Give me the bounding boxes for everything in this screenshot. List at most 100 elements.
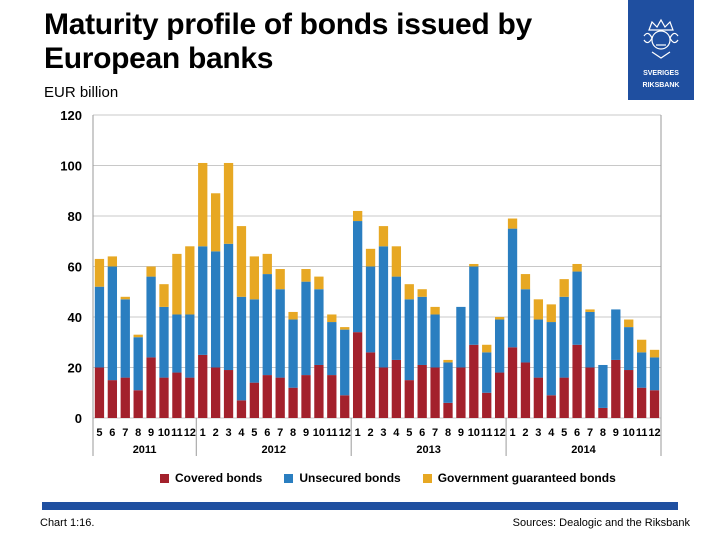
bar-covered xyxy=(520,362,531,418)
bar-covered xyxy=(443,402,453,418)
month-tick-label: 12 xyxy=(339,427,351,439)
bar-unsecured xyxy=(611,309,621,360)
bar-unsecured xyxy=(494,319,505,373)
bar-covered xyxy=(236,400,247,418)
bar-guaranteed xyxy=(430,306,440,315)
month-tick-label: 3 xyxy=(535,427,541,439)
bar-guaranteed xyxy=(146,266,156,277)
bar-covered xyxy=(585,367,595,418)
bar-guaranteed xyxy=(546,304,556,323)
bar-covered xyxy=(572,344,582,418)
bar-covered xyxy=(469,344,479,418)
bar-guaranteed xyxy=(94,258,105,287)
bar-covered xyxy=(249,382,260,418)
bar-unsecured xyxy=(404,299,414,381)
bar-covered xyxy=(159,377,169,418)
bar-unsecured xyxy=(507,228,518,348)
y-tick-label: 40 xyxy=(68,310,82,325)
bar-unsecured xyxy=(546,322,556,396)
bar-guaranteed xyxy=(378,226,389,247)
bar-covered xyxy=(172,372,182,418)
bar-unsecured xyxy=(159,306,169,378)
bar-unsecured xyxy=(275,289,285,378)
footer-divider xyxy=(42,502,678,510)
bar-guaranteed xyxy=(223,162,234,244)
bar-covered xyxy=(456,367,466,418)
bar-unsecured xyxy=(210,251,221,368)
month-tick-label: 8 xyxy=(445,427,451,439)
bar-guaranteed xyxy=(327,314,337,323)
logo-text-top: SVERIGES xyxy=(643,70,679,77)
bar-covered xyxy=(482,392,492,418)
bar-covered xyxy=(262,375,272,418)
bar-unsecured xyxy=(572,271,582,345)
bar-covered xyxy=(533,377,544,418)
legend-swatch-covered xyxy=(160,473,169,483)
bar-unsecured xyxy=(443,362,453,403)
bar-unsecured xyxy=(340,329,350,396)
bar-covered xyxy=(94,367,105,418)
year-label: 2014 xyxy=(571,444,596,456)
year-label: 2013 xyxy=(416,444,440,456)
bar-covered xyxy=(624,370,634,418)
bar-unsecured xyxy=(649,357,660,391)
legend-label-unsecured: Unsecured bonds xyxy=(299,471,401,485)
bar-unsecured xyxy=(288,319,298,388)
bar-guaranteed xyxy=(172,253,182,315)
bar-covered xyxy=(636,387,647,418)
bar-covered xyxy=(120,377,130,418)
bar-unsecured xyxy=(107,266,118,381)
bar-guaranteed xyxy=(159,284,169,307)
month-tick-label: 5 xyxy=(96,427,102,439)
logo-text-bottom: RIKSBANK xyxy=(643,82,680,89)
bar-guaranteed xyxy=(507,218,518,229)
month-tick-label: 9 xyxy=(148,427,154,439)
bar-guaranteed xyxy=(559,279,569,297)
legend-item-guaranteed: Government guaranteed bonds xyxy=(422,471,616,485)
bar-guaranteed xyxy=(301,269,311,282)
legend-label-covered: Covered bonds xyxy=(175,471,263,485)
month-tick-label: 4 xyxy=(238,427,245,439)
legend-swatch-unsecured xyxy=(284,473,294,483)
bar-guaranteed xyxy=(636,339,647,353)
bar-covered xyxy=(107,380,118,418)
month-tick-label: 12 xyxy=(648,427,660,439)
bar-guaranteed xyxy=(365,248,376,267)
bar-unsecured xyxy=(598,364,608,408)
bar-covered xyxy=(340,395,350,418)
bar-guaranteed xyxy=(288,311,298,320)
month-tick-label: 12 xyxy=(494,427,506,439)
bar-guaranteed xyxy=(443,359,453,363)
month-tick-label: 10 xyxy=(158,427,170,439)
bar-guaranteed xyxy=(210,193,221,252)
y-tick-label: 100 xyxy=(60,159,82,174)
month-tick-label: 7 xyxy=(122,427,128,439)
bar-guaranteed xyxy=(391,246,402,277)
bar-covered xyxy=(352,332,363,418)
month-tick-label: 9 xyxy=(613,427,619,439)
bar-covered xyxy=(198,354,208,418)
bar-guaranteed xyxy=(133,334,143,338)
year-label: 2012 xyxy=(261,444,285,456)
bar-guaranteed xyxy=(533,299,544,320)
chart-title: Maturity profile of bonds issued by Euro… xyxy=(44,8,532,75)
bar-guaranteed xyxy=(352,210,363,222)
bar-covered xyxy=(430,367,440,418)
month-tick-label: 7 xyxy=(587,427,593,439)
bar-guaranteed xyxy=(314,276,324,290)
bar-covered xyxy=(365,352,376,418)
bar-unsecured xyxy=(314,289,324,365)
month-tick-label: 3 xyxy=(225,427,231,439)
bar-covered xyxy=(275,377,285,418)
bar-guaranteed xyxy=(572,263,582,272)
bar-covered xyxy=(611,359,621,418)
month-tick-label: 1 xyxy=(355,427,361,439)
bar-covered xyxy=(404,380,414,418)
bar-guaranteed xyxy=(198,162,208,247)
bar-unsecured xyxy=(559,296,569,378)
month-tick-label: 8 xyxy=(135,427,141,439)
bar-unsecured xyxy=(301,281,311,376)
bar-covered xyxy=(559,377,569,418)
bar-unsecured xyxy=(262,274,272,376)
bar-unsecured xyxy=(469,266,479,345)
